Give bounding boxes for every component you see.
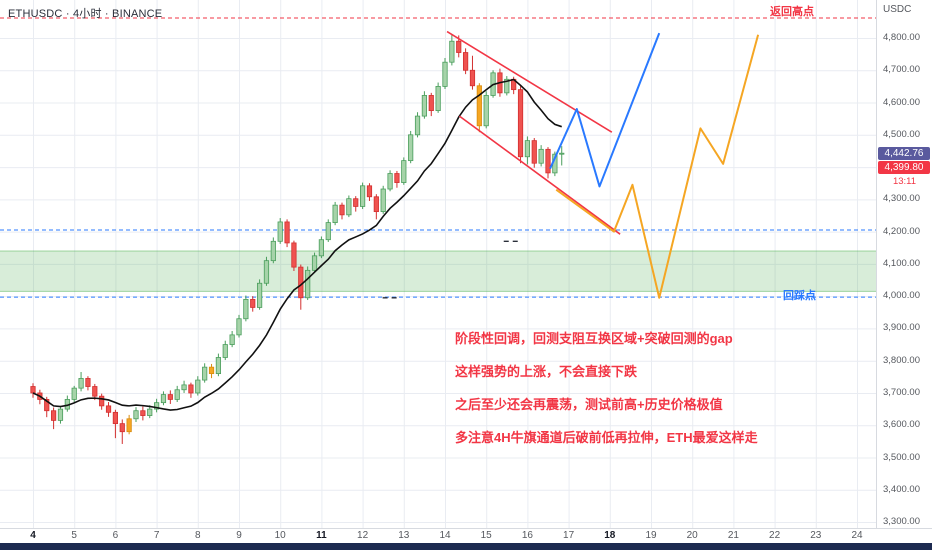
wedge-trendlines[interactable] bbox=[446, 30, 621, 235]
price-axis-label: 4,300.00 bbox=[883, 193, 920, 205]
time-axis-label[interactable]: 14 bbox=[439, 530, 451, 541]
price-axis-label: 4,000.00 bbox=[883, 290, 920, 302]
price-axis-label: 4,700.00 bbox=[883, 64, 920, 76]
time-axis-label[interactable]: 8 bbox=[195, 530, 201, 541]
support-resistance-zone[interactable] bbox=[0, 250, 876, 292]
time-axis-label[interactable]: 21 bbox=[727, 530, 739, 541]
price-chart-canvas[interactable] bbox=[0, 0, 876, 528]
time-axis-label[interactable]: 18 bbox=[604, 530, 616, 541]
price-axis-label: 3,500.00 bbox=[883, 451, 920, 463]
annotation-line-2: 这样强势的上涨，不会直接下跌 bbox=[455, 364, 638, 379]
price-axis[interactable]: USDC 3,300.00 3,400.00 3,500.00 3,600.00 3,7… bbox=[876, 0, 932, 528]
forecast-paths[interactable] bbox=[549, 32, 760, 299]
time-axis-label[interactable]: 16 bbox=[521, 530, 533, 541]
price-axis-label: 3,800.00 bbox=[883, 354, 920, 366]
time-axis-label[interactable]: 12 bbox=[357, 530, 369, 541]
bottom-toolbar bbox=[0, 543, 932, 550]
hline-label-high[interactable]: 返回高点 bbox=[770, 6, 814, 18]
price-axis-label: 4,800.00 bbox=[883, 32, 920, 43]
axis-currency-label: USDC bbox=[883, 4, 912, 15]
moving-average-line[interactable] bbox=[32, 78, 562, 411]
price-axis-label: 4,600.00 bbox=[883, 96, 920, 108]
time-axis-label[interactable]: 10 bbox=[274, 530, 286, 541]
time-axis-label[interactable]: 19 bbox=[645, 530, 657, 541]
annotation-line-4: 多注意4H牛旗通道后破前低再拉伸，ETH最爱这样走 bbox=[455, 430, 758, 445]
time-axis-label[interactable]: 7 bbox=[153, 530, 160, 541]
drawing-marks[interactable] bbox=[382, 240, 520, 299]
time-axis[interactable]: 4 5 6 7 8 9 10 11 12 13 14 15 16 17 18 19 20 21 22 23 24 bbox=[0, 528, 932, 543]
annotation-line-1: 阶段性回调，回测支阻互换区域+突破回测的gap bbox=[455, 331, 733, 346]
bullish-path bbox=[549, 32, 661, 188]
price-axis-label: 3,600.00 bbox=[883, 419, 920, 431]
time-axis-label[interactable]: 13 bbox=[398, 530, 410, 541]
time-axis-label[interactable]: 17 bbox=[563, 530, 575, 541]
symbol-legend[interactable]: ETHUSDC · 4小时 · BINANCE bbox=[8, 8, 163, 20]
price-axis-label: 3,300.00 bbox=[883, 516, 920, 528]
horizontal-price-lines[interactable] bbox=[0, 17, 876, 298]
time-axis-label[interactable]: 20 bbox=[686, 530, 698, 541]
candle-countdown: 13:11 bbox=[892, 176, 917, 187]
price-axis-label: 3,900.00 bbox=[883, 322, 920, 334]
annotation-line-3: 之后至少还会再震荡，测试前高+历史价格极值 bbox=[455, 397, 723, 412]
price-axis-label: 4,200.00 bbox=[883, 225, 920, 237]
last-close-badge: 4,399.80 bbox=[878, 161, 930, 174]
time-axis-label[interactable]: 23 bbox=[810, 530, 822, 541]
price-axis-label: 3,700.00 bbox=[883, 386, 920, 398]
price-axis-label: 4,500.00 bbox=[883, 128, 920, 140]
chart-region[interactable]: ETHUSDC · 4小时 · BINANCE 返回高点 回踩点 阶段性回调，回… bbox=[0, 0, 876, 528]
current-price-badge: 4,442.76 bbox=[878, 147, 930, 160]
price-axis-label: 4,100.00 bbox=[883, 257, 920, 269]
time-axis-label[interactable]: 11 bbox=[316, 530, 327, 541]
time-axis-label[interactable]: 15 bbox=[480, 530, 492, 541]
price-axis-label: 3,400.00 bbox=[883, 483, 920, 495]
time-axis-label[interactable]: 4 bbox=[30, 530, 36, 541]
candles bbox=[30, 34, 565, 444]
time-axis-label[interactable]: 22 bbox=[769, 530, 781, 541]
time-axis-label[interactable]: 9 bbox=[236, 530, 242, 541]
pullback-path bbox=[555, 34, 760, 299]
time-axis-label[interactable]: 6 bbox=[112, 530, 119, 541]
time-axis-label[interactable]: 5 bbox=[71, 530, 77, 541]
time-axis-label[interactable]: 24 bbox=[851, 530, 863, 541]
hline-label-pullback[interactable]: 回踩点 bbox=[783, 290, 816, 302]
